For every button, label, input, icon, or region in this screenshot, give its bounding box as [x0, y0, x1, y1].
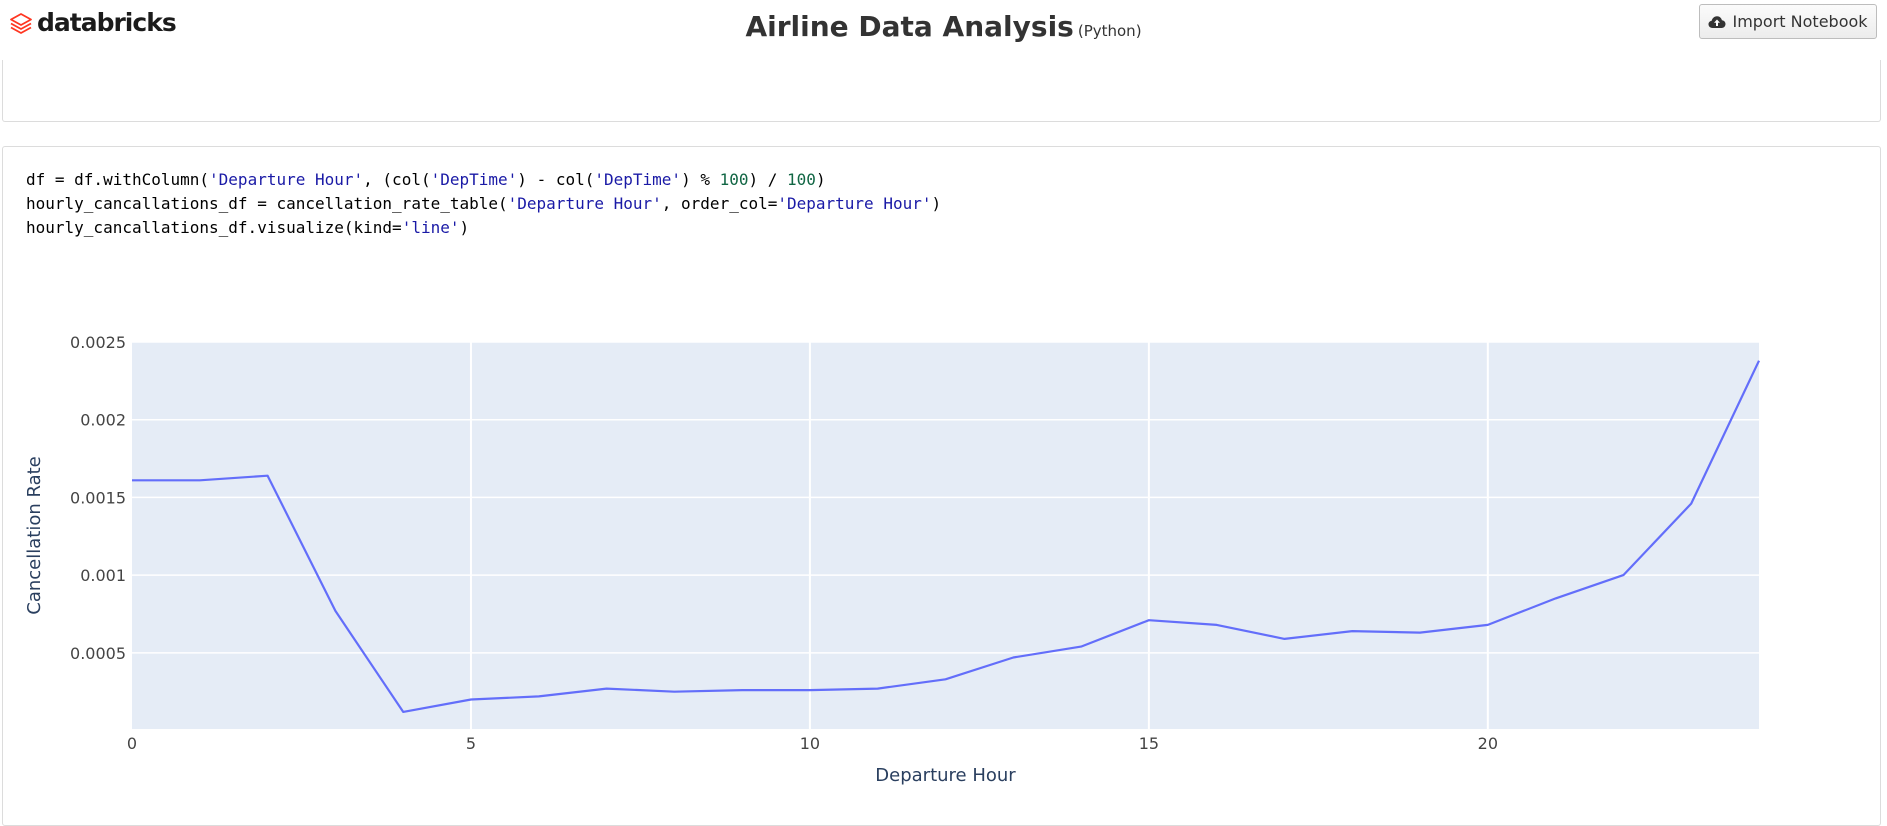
code-token: , (col( [363, 170, 431, 189]
import-notebook-button[interactable]: Import Notebook [1699, 4, 1877, 39]
code-token: df = df.withColumn( [26, 170, 210, 189]
code-token: 'line' [401, 218, 460, 237]
cloud-upload-icon [1708, 15, 1726, 28]
code-token: ) - col( [517, 170, 595, 189]
y-tick-label: 0.0025 [70, 333, 126, 352]
notebook-title-bar: Airline Data Analysis (Python) [0, 10, 1887, 43]
code-token: 'DepTime' [594, 170, 682, 189]
notebook-cell-previous[interactable] [2, 60, 1881, 122]
y-tick-label: 0.002 [80, 411, 126, 430]
code-token: ) [815, 170, 826, 189]
notebook-language: (Python) [1077, 22, 1142, 40]
logo-text: databricks [37, 8, 177, 37]
code-token: hourly_cancallations_df = cancellation_r… [26, 194, 508, 213]
x-tick-label: 0 [127, 734, 137, 753]
x-tick-label: 20 [1478, 734, 1498, 753]
code-token: 'Departure Hour' [777, 194, 932, 213]
code-token: 'Departure Hour' [209, 170, 364, 189]
code-token: ) / [748, 170, 788, 189]
code-token: 100 [719, 170, 749, 189]
y-tick-label: 0.0015 [70, 488, 126, 507]
x-tick-label: 15 [1139, 734, 1159, 753]
code-line: hourly_cancallations_df = cancellation_r… [26, 192, 941, 216]
x-tick-label: 5 [466, 734, 476, 753]
x-axis-title: Departure Hour [875, 765, 1016, 786]
databricks-layers-icon [10, 12, 32, 34]
y-tick-label: 0.0005 [70, 644, 126, 663]
code-token: ) [459, 218, 470, 237]
code-token: hourly_cancallations_df.visualize(kind= [26, 218, 402, 237]
code-token: , order_col= [661, 194, 778, 213]
x-tick-label: 10 [800, 734, 820, 753]
notebook-title: Airline Data Analysis [745, 10, 1074, 43]
y-tick-label: 0.001 [80, 566, 126, 585]
code-line: hourly_cancallations_df.visualize(kind='… [26, 216, 941, 240]
series-line[interactable] [132, 360, 1760, 714]
code-token: 'DepTime' [430, 170, 518, 189]
code-token: ) % [681, 170, 720, 189]
code-token: ) [931, 194, 942, 213]
code-token: 100 [787, 170, 816, 189]
code-line: df = df.withColumn('Departure Hour', (co… [26, 168, 941, 192]
import-notebook-label: Import Notebook [1732, 12, 1868, 31]
code-editor[interactable]: df = df.withColumn('Departure Hour', (co… [26, 168, 941, 240]
databricks-logo[interactable]: databricks [9, 8, 177, 37]
top-bar: databricks Airline Data Analysis (Python)… [0, 0, 1887, 56]
y-axis-title: Cancellation Rate [24, 456, 45, 614]
code-token: 'Departure Hour' [507, 194, 662, 213]
